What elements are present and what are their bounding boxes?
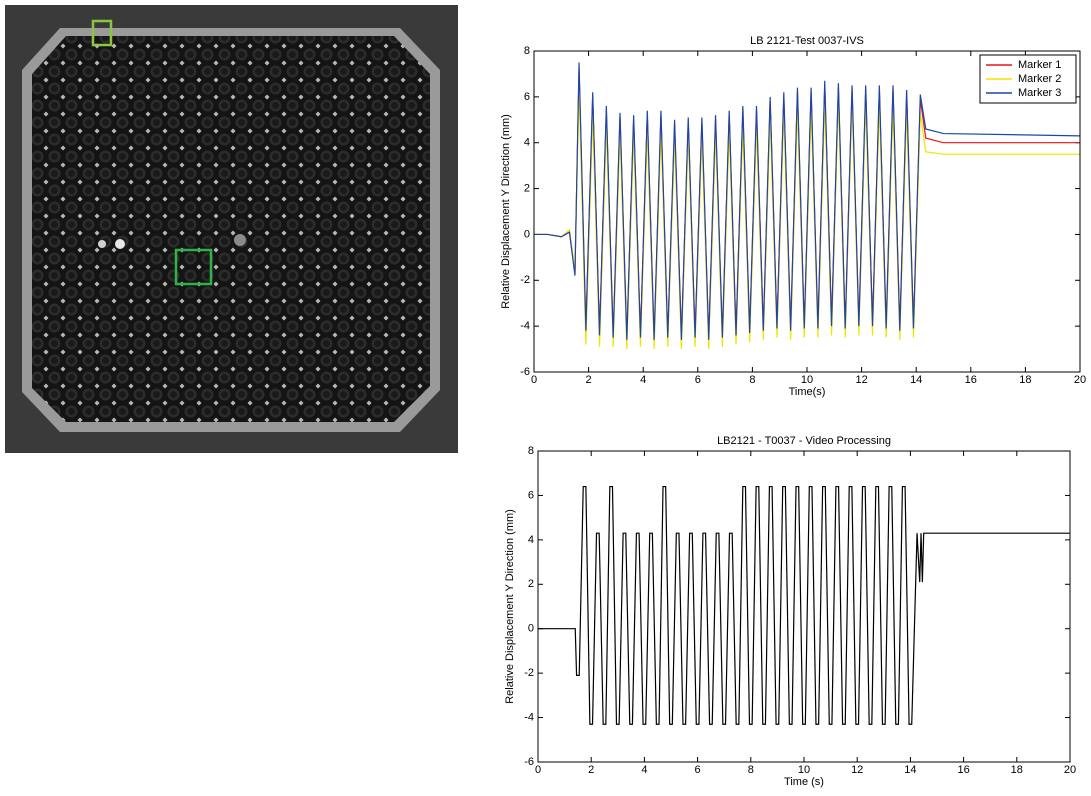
x-tick-label: 12 bbox=[855, 374, 867, 386]
x-tick-label: 0 bbox=[535, 764, 541, 776]
photo-grid bbox=[32, 36, 430, 422]
marker-box bbox=[174, 248, 213, 286]
plot-area bbox=[538, 451, 1070, 762]
y-tick-label: -4 bbox=[524, 711, 534, 723]
photo-highlight bbox=[234, 234, 246, 246]
data-line bbox=[534, 62, 1080, 340]
x-tick-label: 14 bbox=[910, 374, 922, 386]
y-tick-label: -4 bbox=[520, 320, 530, 332]
y-tick-label: 4 bbox=[528, 534, 534, 546]
photo-highlight bbox=[115, 239, 125, 249]
y-tick-label: -2 bbox=[520, 274, 530, 286]
x-tick-label: 12 bbox=[851, 764, 863, 776]
x-axis-label: Time (s) bbox=[784, 776, 824, 788]
x-tick-label: 16 bbox=[957, 764, 969, 776]
legend-label: Marker 2 bbox=[1018, 73, 1061, 85]
legend-label: Marker 3 bbox=[1018, 87, 1061, 99]
x-tick-label: 6 bbox=[695, 764, 701, 776]
x-tick-label: 2 bbox=[586, 374, 592, 386]
x-tick-label: 20 bbox=[1074, 374, 1086, 386]
x-tick-label: 10 bbox=[798, 764, 810, 776]
axes-box bbox=[533, 50, 1081, 373]
x-tick-label: 18 bbox=[1019, 374, 1031, 386]
y-tick-label: 0 bbox=[528, 623, 534, 635]
y-tick-label: -6 bbox=[524, 756, 534, 768]
chart-title: LB2121 - T0037 - Video Processing bbox=[717, 435, 891, 447]
y-tick-label: 2 bbox=[524, 182, 530, 194]
x-tick-label: 2 bbox=[588, 764, 594, 776]
x-tick-label: 10 bbox=[801, 374, 813, 386]
x-tick-label: 4 bbox=[641, 764, 647, 776]
data-line bbox=[538, 485, 1070, 725]
photo bbox=[5, 5, 458, 453]
y-tick-label: -2 bbox=[524, 667, 534, 679]
x-tick-label: 4 bbox=[640, 374, 646, 386]
x-tick-label: 8 bbox=[748, 764, 754, 776]
x-tick-label: 18 bbox=[1011, 764, 1023, 776]
y-tick-label: -6 bbox=[520, 366, 530, 378]
legend: Marker 1 Marker 2 Marker 3 bbox=[979, 54, 1077, 104]
y-tick-label: 4 bbox=[524, 137, 530, 149]
y-axis-label: Relative Displacement Y Direction (mm) bbox=[500, 114, 512, 309]
x-tick-label: 6 bbox=[695, 374, 701, 386]
x-tick-label: 0 bbox=[531, 374, 537, 386]
y-tick-label: 8 bbox=[528, 445, 534, 457]
y-tick-label: 2 bbox=[528, 578, 534, 590]
x-axis-label: Time(s) bbox=[789, 386, 826, 398]
y-tick-label: 6 bbox=[528, 489, 534, 501]
y-axis-label: Relative Displacement Y Direction (mm) bbox=[504, 509, 516, 704]
legend-label: Marker 1 bbox=[1018, 59, 1061, 71]
axes-box bbox=[537, 450, 1071, 763]
chart: 0 2 4 6 8 10 12 14 16 18 20 -6 -4 -2 0 2 4 6 8 LB 2121-Test… bbox=[500, 35, 1086, 398]
chart: 0 2 4 6 8 10 12 14 16 18 20 -6 -4 -2 0 2 4 6 8 LB2121 - T00… bbox=[504, 435, 1076, 788]
x-tick-label: 8 bbox=[749, 374, 755, 386]
x-tick-label: 16 bbox=[965, 374, 977, 386]
photo-highlight bbox=[98, 240, 106, 248]
y-tick-label: 0 bbox=[524, 228, 530, 240]
y-tick-label: 6 bbox=[524, 91, 530, 103]
chart-title: LB 2121-Test 0037-IVS bbox=[750, 35, 864, 47]
y-tick-label: 8 bbox=[524, 45, 530, 57]
marker-box bbox=[91, 19, 113, 47]
x-tick-label: 14 bbox=[904, 764, 916, 776]
x-tick-label: 20 bbox=[1064, 764, 1076, 776]
